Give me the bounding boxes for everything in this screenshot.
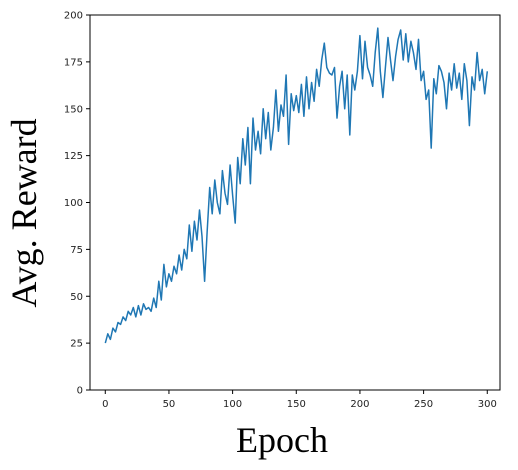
- y-tick-label: 150: [64, 104, 83, 115]
- x-tick-label: 250: [414, 399, 433, 410]
- x-tick-label: 50: [163, 399, 176, 410]
- y-tick-label: 175: [64, 57, 83, 68]
- x-tick-label: 300: [478, 399, 497, 410]
- y-tick-label: 200: [64, 11, 83, 22]
- y-axis-title: Avg. Reward: [4, 118, 44, 307]
- x-axis-ticks: 0 50 100 150 200 250 300: [102, 390, 497, 410]
- x-tick-label: 200: [350, 399, 369, 410]
- y-axis-ticks: 0 25 50 75 100 125 150 175 200: [64, 11, 90, 397]
- x-axis-title: Epoch: [236, 420, 328, 460]
- y-tick-label: 100: [64, 198, 83, 209]
- y-tick-label: 25: [70, 339, 83, 350]
- x-tick-label: 150: [287, 399, 306, 410]
- plot-area: [89, 14, 501, 391]
- y-tick-label: 75: [70, 245, 83, 256]
- x-tick-label: 100: [223, 399, 242, 410]
- series-line: [104, 27, 489, 344]
- y-tick-label: 50: [70, 292, 83, 303]
- y-tick-label: 125: [64, 151, 83, 162]
- x-tick-label: 0: [102, 399, 108, 410]
- y-tick-label: 0: [77, 386, 83, 397]
